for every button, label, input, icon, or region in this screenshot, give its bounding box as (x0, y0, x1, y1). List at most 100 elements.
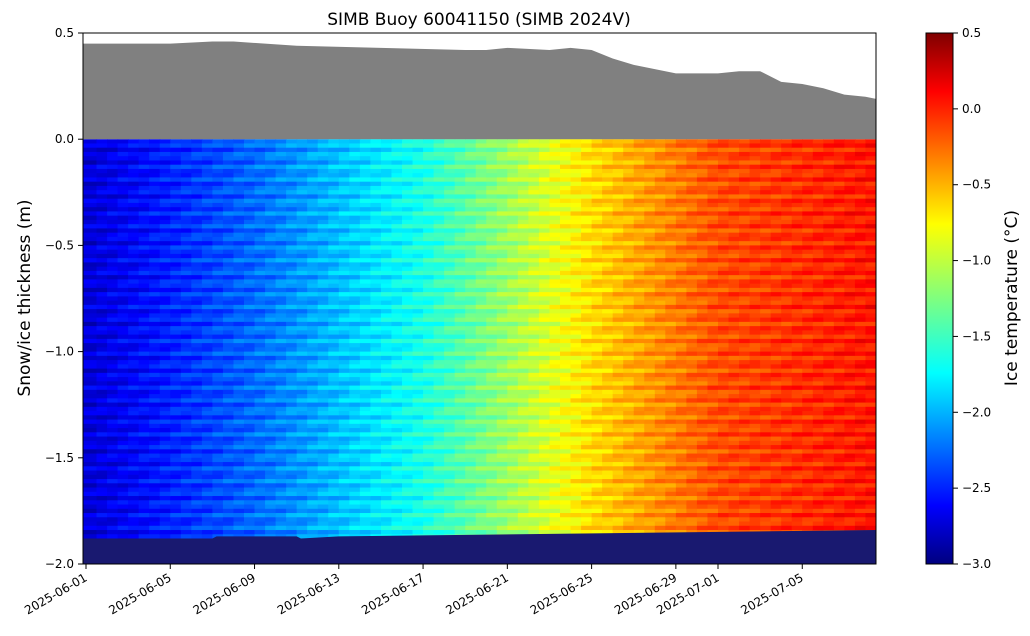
heatmap-cell (83, 351, 98, 357)
heatmap-cell (244, 445, 256, 450)
heatmap-cell (517, 347, 529, 353)
heatmap-cell (359, 181, 371, 187)
heatmap-cell (254, 198, 266, 204)
heatmap-cell (307, 287, 319, 293)
heatmap-cell (517, 292, 529, 297)
heatmap-cell (180, 296, 192, 302)
heatmap-cell (96, 198, 108, 204)
heatmap-cell (433, 228, 445, 234)
heatmap-cell (370, 317, 382, 323)
heatmap-cell (222, 283, 235, 289)
heatmap-cell (570, 160, 582, 166)
heatmap-cell (528, 504, 540, 510)
heatmap-cell (254, 292, 266, 297)
heatmap-cell (538, 483, 551, 489)
heatmap-cell (475, 253, 487, 259)
heatmap-cell (191, 241, 203, 246)
heatmap-cell (602, 185, 614, 191)
heatmap-cell (528, 343, 540, 348)
heatmap-cell (286, 245, 298, 251)
heatmap-cell (149, 351, 161, 357)
heatmap-cell (444, 428, 456, 433)
heatmap-cell (528, 198, 540, 204)
heatmap-cell (359, 343, 371, 348)
heatmap-cell (433, 164, 445, 170)
heatmap-cell (528, 164, 540, 170)
heatmap-cell (170, 415, 182, 421)
heatmap-cell (254, 453, 266, 459)
heatmap-cell (570, 270, 582, 276)
heatmap-cell (391, 173, 403, 179)
heatmap-cell (370, 411, 382, 416)
heatmap-cell (180, 453, 192, 459)
heatmap-cell (444, 177, 456, 183)
heatmap-cell (170, 190, 182, 196)
heatmap-cell (496, 270, 508, 276)
heatmap-cell (149, 181, 161, 187)
heatmap-cell (402, 355, 414, 361)
heatmap-cell (517, 224, 529, 230)
heatmap-cell (465, 457, 477, 463)
heatmap-cell (222, 309, 235, 314)
heatmap-cell (433, 415, 445, 421)
heatmap-cell (528, 381, 540, 387)
heatmap-cell (170, 156, 182, 162)
heatmap-cell (254, 428, 266, 433)
heatmap-cell (307, 232, 319, 238)
heatmap-cell (433, 525, 445, 531)
heatmap-cell (454, 185, 466, 191)
heatmap-cell (233, 517, 245, 523)
heatmap-cell (486, 530, 498, 535)
heatmap-cell (433, 147, 445, 153)
heatmap-cell (517, 228, 529, 234)
heatmap-cell (244, 377, 256, 382)
heatmap-cell (212, 160, 224, 166)
heatmap-cell (412, 173, 424, 179)
heatmap-cell (602, 360, 614, 365)
heatmap-cell (233, 504, 245, 510)
heatmap-cell (149, 304, 161, 310)
heatmap-cell (433, 266, 445, 272)
heatmap-cell (159, 202, 171, 208)
heatmap-cell (212, 381, 224, 387)
heatmap-cell (149, 190, 161, 196)
heatmap-cell (423, 508, 435, 514)
heatmap-cell (275, 321, 287, 327)
heatmap-cell (317, 415, 329, 421)
heatmap-cell (496, 198, 508, 204)
heatmap-cell (433, 245, 445, 251)
heatmap-cell (275, 517, 287, 523)
heatmap-cell (423, 202, 435, 208)
heatmap-cell (328, 487, 340, 493)
heatmap-cell (317, 296, 329, 302)
heatmap-cell (107, 347, 119, 353)
heatmap-cell (212, 394, 224, 399)
heatmap-cell (149, 445, 161, 450)
heatmap-cell (507, 190, 519, 196)
heatmap-cell (117, 504, 129, 510)
heatmap-cell (433, 326, 445, 331)
heatmap-cell (454, 181, 466, 187)
heatmap-cell (138, 321, 150, 327)
heatmap-cell (212, 147, 224, 153)
heatmap-cell (517, 411, 529, 416)
heatmap-cell (307, 330, 319, 336)
heatmap-cell (486, 487, 498, 493)
heatmap-cell (286, 504, 298, 510)
heatmap-cell (107, 321, 119, 327)
heatmap-cell (212, 258, 224, 263)
heatmap-cell (307, 266, 319, 272)
heatmap-cell (170, 253, 182, 259)
heatmap-cell (454, 156, 466, 162)
heatmap-cell (444, 491, 456, 497)
heatmap-cell (349, 241, 361, 246)
heatmap-cell (317, 453, 329, 459)
heatmap-cell (296, 326, 308, 331)
heatmap-cell (560, 258, 572, 263)
heatmap-cell (83, 173, 98, 179)
heatmap-cell (117, 202, 129, 208)
heatmap-cell (549, 326, 561, 331)
heatmap-cell (212, 432, 224, 438)
heatmap-cell (107, 287, 119, 293)
heatmap-cell (338, 173, 350, 179)
